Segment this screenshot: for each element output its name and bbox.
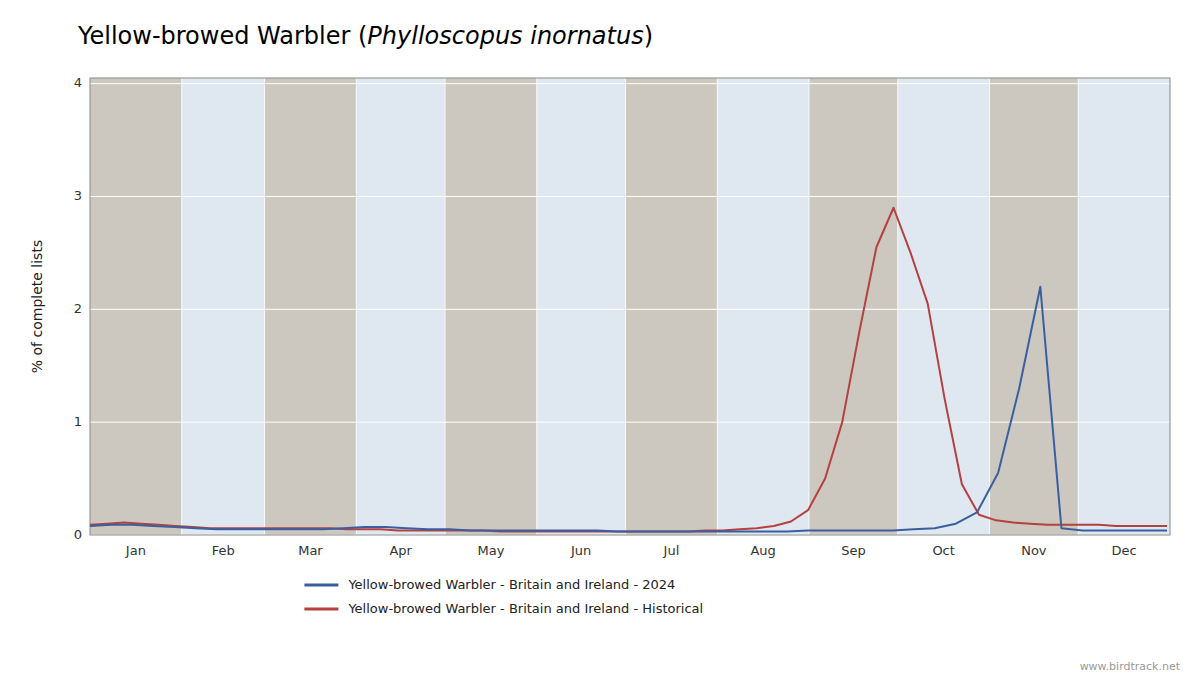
x-tick-label: Mar (298, 543, 323, 558)
title: Yellow-browed Warbler (Phylloscopus inor… (77, 22, 653, 50)
series-line (90, 287, 1167, 532)
grid-line (90, 196, 1170, 197)
legend-swatch (304, 584, 338, 587)
month-band (356, 78, 445, 535)
watermark: www.birdtrack.net (1080, 660, 1181, 673)
month-bands (90, 78, 1170, 535)
month-band (809, 78, 898, 535)
grid-line (90, 422, 1170, 423)
plot-frame (90, 78, 1170, 535)
x-tick-label: Oct (932, 543, 954, 558)
x-tick-label: Jul (663, 543, 680, 558)
month-divider (356, 78, 357, 535)
month-band (898, 78, 990, 535)
x-tick-label: Nov (1021, 543, 1047, 558)
x-tick-label: Dec (1112, 543, 1137, 558)
month-divider (536, 78, 537, 535)
y-tick-label: 2 (74, 301, 82, 316)
y-tick-label: 1 (74, 414, 82, 429)
y-tick-label: 4 (74, 75, 82, 90)
x-tick-label: Apr (389, 543, 412, 558)
x-tick-label: Feb (212, 543, 235, 558)
x-tick-label: Sep (841, 543, 866, 558)
month-band (90, 78, 182, 535)
month-band (445, 78, 537, 535)
month-band (265, 78, 357, 535)
legend: Yellow-browed Warbler - Britain and Irel… (304, 577, 703, 616)
month-band (717, 78, 809, 535)
legend-entry: Yellow-browed Warbler - Britain and Irel… (347, 577, 675, 592)
month-divider (897, 78, 898, 535)
y-tick-label: 0 (74, 527, 82, 542)
month-band (626, 78, 718, 535)
month-divider (181, 78, 182, 535)
x-tick-label: Jun (570, 543, 591, 558)
chart: 0 1 2 3 4 Jan Feb Mar Apr May Jun Jul Aug Sep Oct Nov De… (0, 0, 1200, 680)
grid-line (90, 83, 1170, 84)
month-divider (625, 78, 626, 535)
month-band (1078, 78, 1170, 535)
series-line (90, 208, 1167, 532)
x-tick-label: May (477, 543, 504, 558)
month-band (537, 78, 626, 535)
legend-entry: Yellow-browed Warbler - Britain and Irel… (347, 601, 703, 616)
x-tick-label: Jan (125, 543, 146, 558)
month-divider (1078, 78, 1079, 535)
lines (90, 208, 1167, 532)
x-tick-label: Aug (750, 543, 775, 558)
month-divider (989, 78, 990, 535)
y-tick-label: 3 (74, 188, 82, 203)
month-band (990, 78, 1079, 535)
grid-line (90, 309, 1170, 310)
month-divider (445, 78, 446, 535)
month-divider (809, 78, 810, 535)
month-band (182, 78, 265, 535)
legend-swatch (304, 608, 338, 611)
y-axis-label: % of complete lists (29, 240, 45, 373)
month-divider (264, 78, 265, 535)
month-divider (717, 78, 718, 535)
